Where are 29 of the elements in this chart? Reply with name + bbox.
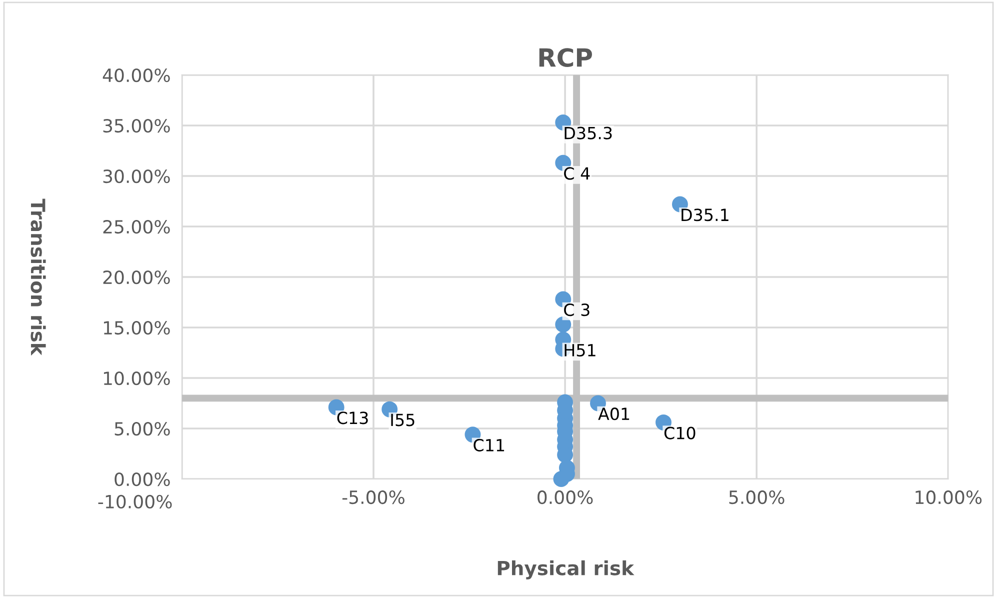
y-tick-label: 10.00% (104, 371, 170, 386)
point (553, 471, 570, 487)
annotation: C 3 (564, 304, 590, 316)
annotation: D35.3 (564, 126, 612, 140)
chart-title: RCP (539, 48, 592, 68)
annotation: C11 (474, 438, 504, 452)
x-tick-label: 10.00% (916, 490, 982, 504)
y-tick-label: 40.00% (102, 68, 170, 82)
y-tick-label: 35.00% (103, 118, 170, 133)
x-tick-label: -5.00% (342, 490, 404, 504)
annotation: A01 (598, 408, 630, 420)
text: -10.00% (98, 494, 172, 508)
x-tick-label: 5.00% (729, 490, 784, 504)
x-tick-label: 0.00% (538, 490, 593, 504)
point (555, 316, 572, 332)
x-axis-title: Physical risk (498, 560, 634, 580)
y-tick-label: 15.00% (104, 320, 170, 335)
annotation: D35.1 (682, 208, 728, 222)
y-tick-label: 20.00% (103, 270, 170, 284)
annotation: C10 (664, 426, 696, 440)
y-tick-label: 5.00% (114, 422, 170, 436)
y-tick-label: 30.00% (103, 169, 170, 184)
annotation: I55 (391, 414, 414, 426)
y-tick-label: 0.00% (114, 472, 170, 486)
annotation: H51 (564, 344, 596, 357)
annotation: C 4 (564, 167, 590, 180)
y-tick-label: 25.00% (103, 220, 170, 234)
annotation: C13 (337, 412, 368, 424)
y-axis-title: Transition risk (30, 198, 46, 356)
